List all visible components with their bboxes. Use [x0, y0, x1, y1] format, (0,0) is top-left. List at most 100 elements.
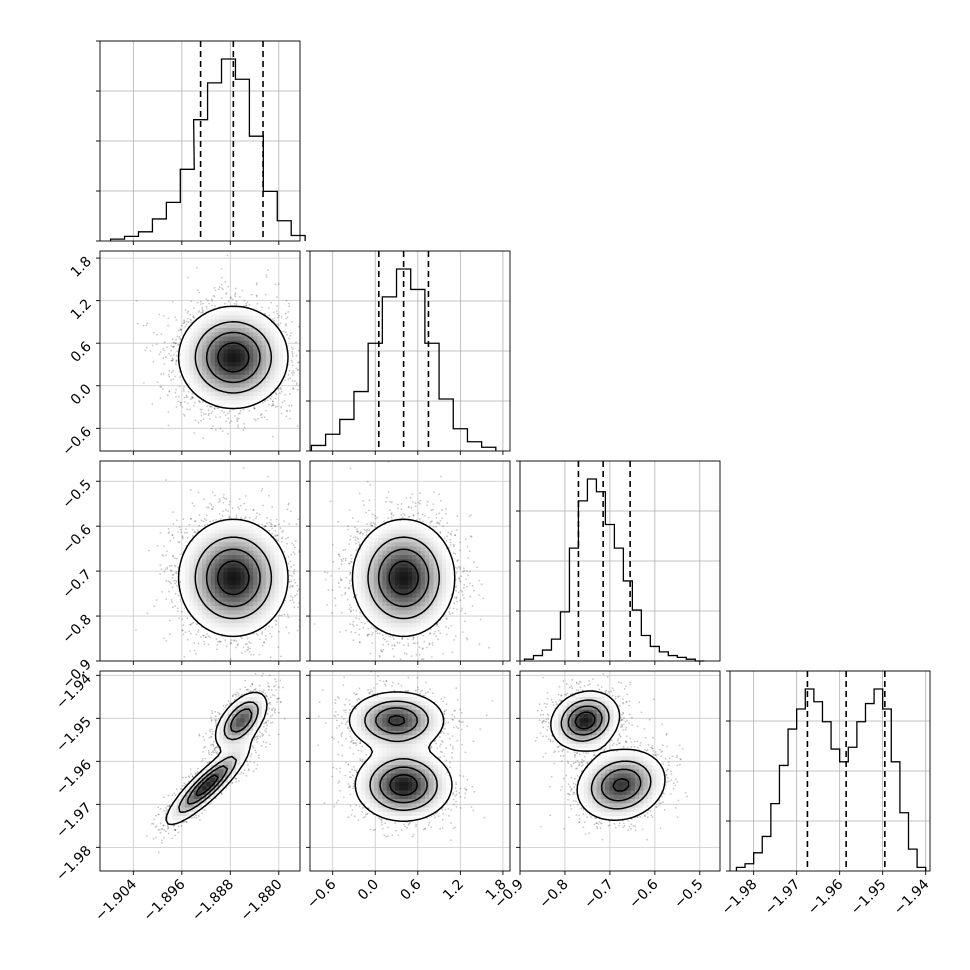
sample-point	[160, 373, 163, 375]
sample-point	[276, 534, 278, 537]
sample-point	[281, 401, 284, 404]
sample-point	[248, 303, 251, 306]
sample-point	[218, 640, 221, 643]
sample-point	[227, 668, 229, 670]
density-cell	[227, 344, 233, 350]
sample-point	[242, 429, 245, 432]
sample-point	[275, 393, 278, 396]
density-cell	[236, 370, 241, 375]
sample-point	[193, 432, 196, 434]
density-cell	[261, 327, 267, 333]
sample-point	[182, 518, 185, 521]
density-cell	[240, 361, 246, 367]
sample-point	[268, 403, 270, 406]
density-cell	[189, 378, 195, 384]
density-cell	[261, 336, 267, 341]
density-cell	[270, 365, 275, 371]
sample-point	[300, 368, 302, 370]
density-cell	[278, 357, 284, 363]
density-cell	[227, 387, 233, 392]
sample-point	[206, 506, 208, 509]
sample-point	[200, 303, 202, 305]
sample-point	[186, 638, 189, 641]
sample-point	[264, 293, 267, 296]
density-cell	[236, 327, 241, 333]
sample-point	[199, 300, 202, 303]
density-cell	[257, 344, 263, 350]
density-cell	[261, 348, 267, 354]
sample-point	[170, 582, 172, 585]
sample-point	[210, 504, 213, 506]
sample-point	[285, 317, 287, 320]
sample-point	[304, 337, 306, 339]
density-cell	[193, 365, 199, 371]
sample-point	[260, 413, 263, 415]
sample-point	[222, 501, 225, 504]
density-cell	[206, 331, 212, 337]
panel-2-0: −0.9−0.8−0.7−0.6−0.5	[59, 460, 309, 692]
sample-point	[183, 415, 186, 417]
density-cell	[244, 310, 250, 316]
sample-point	[307, 583, 309, 585]
sample-point	[166, 550, 168, 553]
sample-point	[167, 324, 170, 327]
sample-point	[189, 632, 192, 635]
density-cell	[210, 348, 216, 354]
sample-point	[186, 311, 189, 314]
sample-point	[158, 353, 161, 356]
sample-point	[297, 349, 300, 352]
sample-point	[162, 348, 164, 350]
density-cell	[257, 331, 263, 337]
sample-point	[217, 288, 220, 290]
sample-point	[180, 329, 183, 332]
sample-point	[220, 267, 223, 270]
sample-point	[181, 406, 184, 408]
sample-point	[193, 642, 196, 644]
density-cell	[227, 331, 233, 337]
sample-point	[202, 309, 205, 312]
sample-point	[237, 417, 240, 420]
sample-point	[190, 517, 192, 520]
sample-point	[146, 612, 149, 615]
density-cell	[261, 387, 267, 392]
density-cell	[248, 310, 254, 316]
sample-point	[160, 568, 163, 571]
density-cell	[219, 378, 224, 384]
sample-point	[175, 395, 178, 398]
sample-point	[291, 346, 293, 349]
sample-point	[230, 642, 232, 645]
density-cell	[248, 365, 254, 371]
density-cell	[253, 361, 258, 367]
density-cell	[185, 344, 190, 350]
density-cell	[210, 382, 216, 388]
density-cell	[240, 404, 246, 409]
sample-point	[230, 641, 233, 644]
density-cell	[248, 353, 254, 358]
sample-point	[181, 535, 184, 538]
density-cell	[193, 378, 199, 384]
sample-point	[191, 529, 194, 531]
density-cell	[270, 378, 275, 384]
sample-point	[169, 619, 171, 622]
sample-point	[193, 405, 195, 407]
sample-point	[203, 643, 206, 645]
density-cell	[219, 323, 224, 328]
density-cell	[202, 382, 207, 388]
density-cell	[193, 323, 199, 328]
sample-point	[215, 519, 218, 521]
sample-point	[295, 383, 298, 386]
sample-point	[170, 349, 173, 352]
sample-point	[283, 330, 285, 333]
sample-point	[161, 554, 164, 556]
density-cell	[265, 331, 271, 337]
density-cell	[185, 361, 190, 367]
sample-point	[247, 648, 250, 650]
density-cell	[240, 319, 246, 324]
sample-point	[269, 397, 271, 399]
sample-point	[168, 390, 171, 393]
density-cell	[219, 314, 224, 320]
sample-point	[292, 388, 295, 391]
sample-point	[276, 323, 279, 325]
sample-point	[178, 336, 181, 338]
sample-point	[287, 536, 289, 539]
